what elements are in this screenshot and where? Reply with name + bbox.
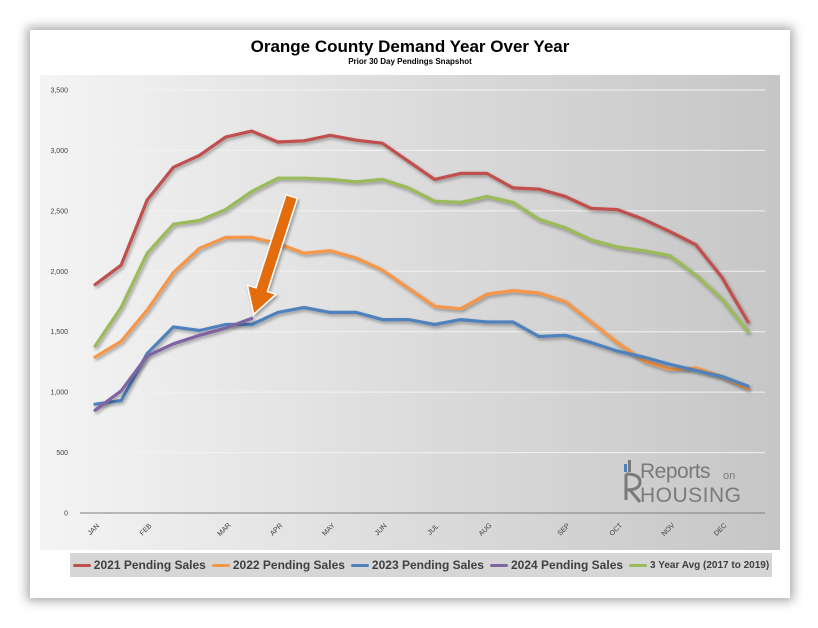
logo-text-reports: Reports xyxy=(640,460,711,483)
chart-title: Orange County Demand Year Over Year xyxy=(250,37,570,56)
legend-item-2023: 2023 Pending Sales xyxy=(350,558,484,572)
logo-mark-icon xyxy=(624,460,642,503)
legend-item-2024: 2024 Pending Sales xyxy=(489,558,624,572)
legend-label-2024: 2024 Pending Sales xyxy=(510,558,624,572)
series-line-3 xyxy=(93,316,254,412)
series-line-2 xyxy=(93,305,750,406)
legend-label-2021: 2021 Pending Sales xyxy=(93,558,206,572)
annotation-arrow xyxy=(246,193,299,316)
y-tick-label: 1,500 xyxy=(50,329,68,336)
legend-swatch-2024 xyxy=(489,563,508,567)
arrow-shape xyxy=(246,193,299,316)
y-tick-label: 2,000 xyxy=(50,269,68,276)
y-tick-label: 0 xyxy=(64,511,68,518)
y-tick-label: 1,000 xyxy=(50,390,68,397)
legend-label-2022: 2022 Pending Sales xyxy=(232,558,345,572)
logo-text-on: on xyxy=(723,470,736,482)
legend-swatch-2023 xyxy=(350,563,369,567)
legend-swatch-2021 xyxy=(72,563,91,567)
legend-item-3yr-avg: 3 Year Avg (2017 to 2019) xyxy=(629,560,769,571)
chart-frame: 0 500 1,000 1,500 2,000 2,500 3,000 3,500 JAN FEB… xyxy=(30,30,790,598)
logo-text-housing: HOUSING xyxy=(640,484,742,507)
legend-item-2022: 2022 Pending Sales xyxy=(211,558,345,572)
legend-label-3yr-avg: 3 Year Avg (2017 to 2019) xyxy=(650,559,770,571)
series-line-4 xyxy=(93,176,750,348)
plot-background xyxy=(40,75,780,550)
y-tick-label: 500 xyxy=(56,450,68,457)
y-tick-label: 3,500 xyxy=(50,88,68,95)
reports-on-housing-logo: Reports on HOUSING xyxy=(618,458,768,510)
y-tick-label: 2,500 xyxy=(50,208,68,215)
legend-label-2023: 2023 Pending Sales xyxy=(371,558,484,572)
series-lines xyxy=(93,129,750,412)
legend-item-2021: 2021 Pending Sales xyxy=(72,558,206,572)
y-tick-label: 3,000 xyxy=(50,148,68,155)
chart-subtitle: Prior 30 Day Pendings Snapshot xyxy=(348,57,472,66)
legend-swatch-2022 xyxy=(211,563,230,567)
legend-swatch-3yr-avg xyxy=(629,563,648,567)
series-line-0 xyxy=(93,129,750,324)
chart-legend: 2021 Pending Sales 2022 Pending Sales 20… xyxy=(70,553,772,577)
